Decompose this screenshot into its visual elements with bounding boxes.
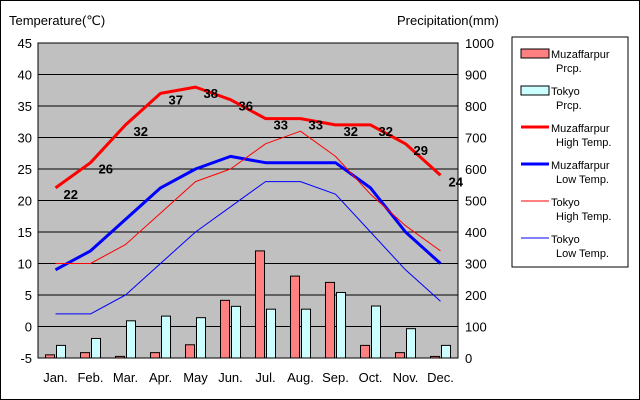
precipitation-bar	[231, 305, 241, 359]
legend-label: Muzaffarpur Prcp.	[551, 49, 610, 75]
y-tick-right: 600	[465, 162, 487, 177]
plot-border	[37, 42, 459, 359]
y-tick-left: 30	[18, 131, 32, 146]
data-label: 33	[274, 118, 288, 133]
y-tick-left: 40	[18, 68, 32, 83]
y-tick-left: 45	[18, 36, 32, 51]
precipitation-bar	[301, 308, 311, 359]
y-tick-right: 400	[465, 225, 487, 240]
data-label: 32	[134, 124, 148, 139]
y-axis-left-title: Temperature(℃)	[9, 13, 106, 28]
legend-label: Tokyo High Temp.	[551, 197, 611, 223]
data-label: 37	[169, 92, 183, 107]
x-tick-label: Mar.	[113, 370, 138, 385]
data-label: 36	[239, 99, 253, 114]
y-tick-left: -5	[20, 351, 32, 366]
y-tick-right: 500	[465, 194, 487, 209]
precipitation-bar	[255, 250, 265, 359]
x-tick-label: Feb.	[77, 370, 103, 385]
x-tick-label: Apr.	[149, 370, 172, 385]
precipitation-bar	[441, 344, 451, 359]
y-tick-left: 0	[25, 320, 32, 335]
x-tick-label: May	[183, 370, 208, 385]
precipitation-bar	[91, 337, 101, 359]
y-tick-right: 700	[465, 131, 487, 146]
temperature-line	[55, 130, 441, 264]
precipitation-bar	[196, 317, 206, 359]
y-tick-left: 25	[18, 162, 32, 177]
precipitation-bar	[126, 320, 136, 359]
y-tick-right: 200	[465, 288, 487, 303]
data-label: 24	[449, 174, 464, 189]
x-tick-label: Sep.	[322, 370, 349, 385]
data-label: 26	[99, 162, 113, 177]
x-tick-label: Oct.	[359, 370, 383, 385]
precipitation-bar	[360, 344, 370, 359]
legend-swatch	[520, 85, 550, 96]
precipitation-bar	[80, 352, 90, 359]
precipitation-bar	[290, 275, 300, 359]
legend-swatch	[520, 48, 550, 59]
y-tick-left: 10	[18, 257, 32, 272]
temperature-line	[55, 181, 441, 315]
data-label: 22	[64, 187, 78, 202]
precipitation-bar	[161, 315, 171, 359]
legend-label: Tokyo Prcp.	[551, 86, 582, 112]
precipitation-bar	[406, 328, 416, 359]
y-tick-left: 35	[18, 99, 32, 114]
legend-label: Muzaffarpur Low Temp.	[551, 160, 610, 186]
precipitation-bar	[371, 305, 381, 359]
y-axis-right-title: Precipitation(mm)	[397, 13, 499, 28]
temperature-line	[54, 85, 442, 190]
precipitation-bar	[185, 344, 195, 359]
precipitation-bar	[56, 344, 66, 359]
y-tick-right: 900	[465, 68, 487, 83]
x-tick-label: Jul.	[255, 370, 275, 385]
precipitation-bar	[336, 291, 346, 359]
legend-box	[511, 36, 629, 268]
data-label: 29	[414, 143, 428, 158]
y-tick-left: 15	[18, 225, 32, 240]
precipitation-bar	[266, 308, 276, 359]
y-tick-right: 0	[465, 351, 472, 366]
precipitation-bar	[395, 352, 405, 359]
x-tick-label: Nov.	[393, 370, 419, 385]
data-label: 38	[204, 86, 218, 101]
x-tick-label: Jan.	[43, 370, 68, 385]
x-tick-label: Jun.	[218, 370, 243, 385]
data-label: 32	[379, 124, 393, 139]
y-tick-left: 5	[25, 288, 32, 303]
x-tick-label: Aug.	[287, 370, 314, 385]
y-tick-right: 800	[465, 99, 487, 114]
y-tick-right: 100	[465, 320, 487, 335]
y-tick-right: 300	[465, 257, 487, 272]
precipitation-bar	[325, 281, 335, 359]
data-label: 32	[344, 124, 358, 139]
y-tick-right: 1000	[465, 36, 494, 51]
x-tick-label: Dec.	[427, 370, 454, 385]
legend-label: Tokyo Low Temp.	[551, 234, 609, 260]
precipitation-bar	[150, 352, 160, 359]
temperature-line	[54, 154, 442, 272]
y-tick-left: 20	[18, 194, 32, 209]
precipitation-bar	[220, 299, 230, 359]
data-label: 33	[309, 118, 323, 133]
legend-label: Muzaffarpur High Temp.	[551, 123, 611, 149]
